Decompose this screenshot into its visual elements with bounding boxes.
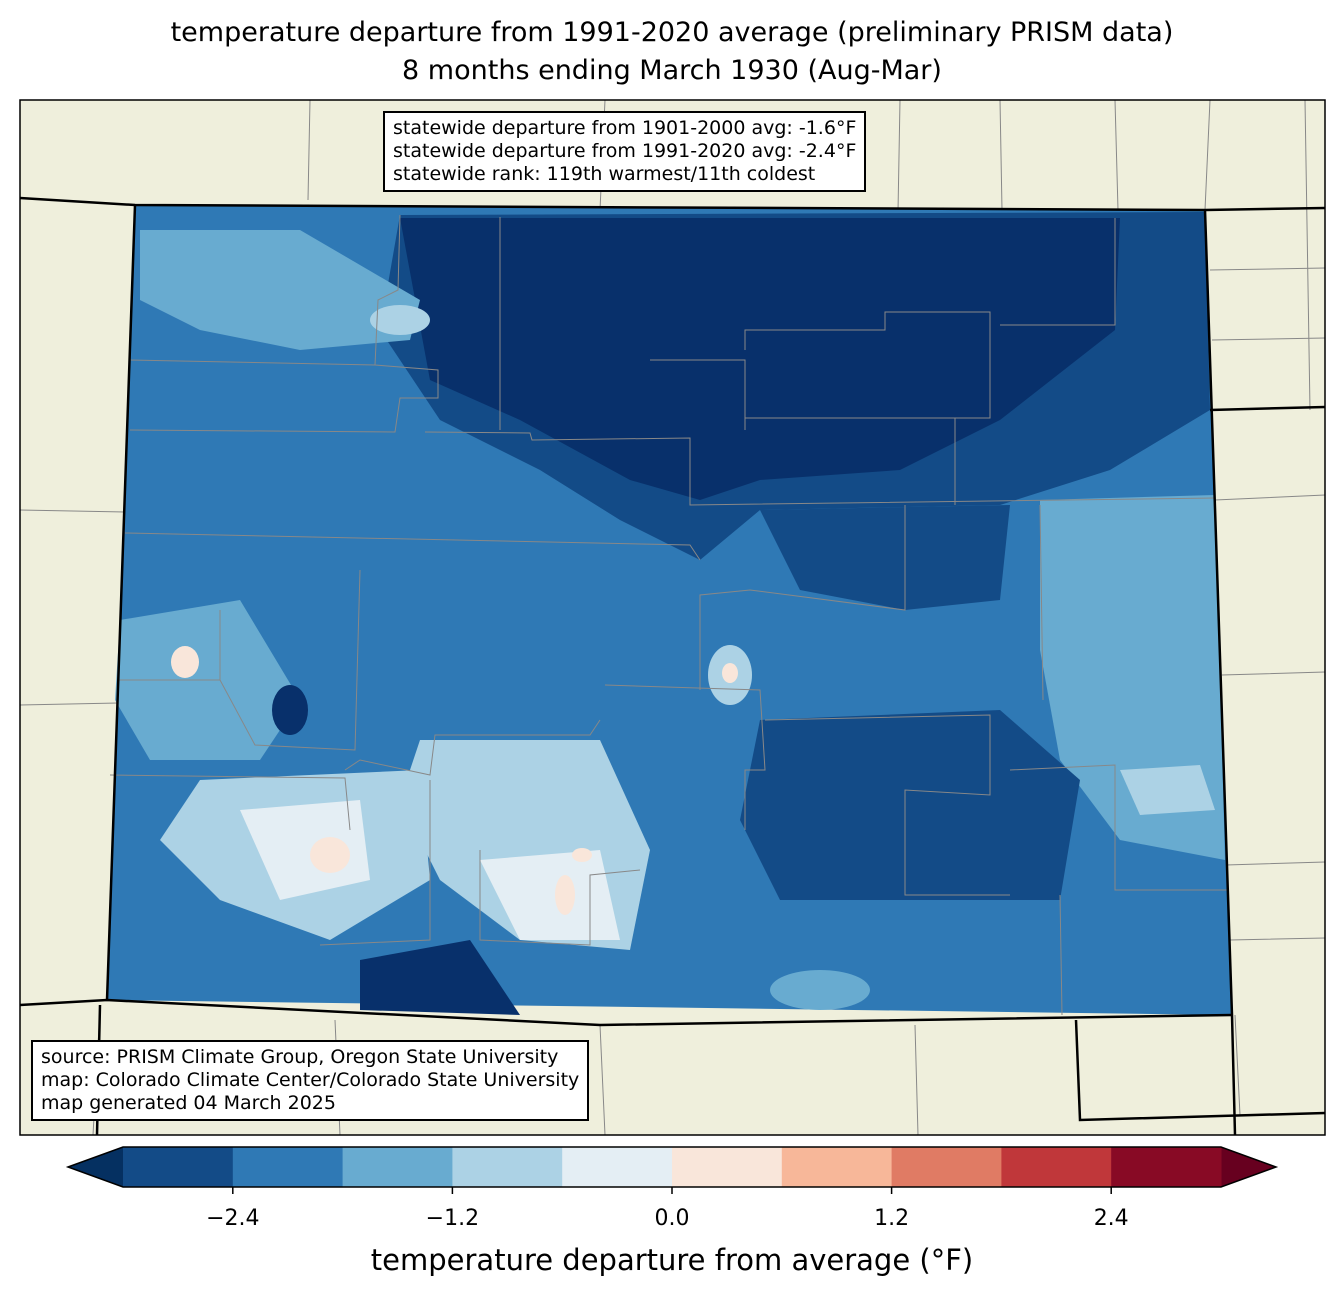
generated-date-line: map generated 04 March 2025 xyxy=(41,1092,336,1114)
colorbar-tick-label: −1.2 xyxy=(425,1206,480,1231)
map-subtitle: 8 months ending March 1930 (Aug-Mar) xyxy=(402,55,942,86)
stats-departure-1991-2020: statewide departure from 1991-2020 avg: … xyxy=(393,140,857,162)
county-lines xyxy=(109,214,1228,1016)
map-credit-line: map: Colorado Climate Center/Colorado St… xyxy=(41,1069,580,1091)
stats-rank: statewide rank: 119th warmest/11th colde… xyxy=(393,163,816,185)
source-box: source: PRISM Climate Group, Oregon Stat… xyxy=(31,1040,590,1121)
colorbar-label: temperature departure from average (°F) xyxy=(370,1243,974,1277)
colorbar-tick-label: −2.4 xyxy=(206,1206,260,1231)
colorbar-tick-label: 1.2 xyxy=(874,1206,910,1231)
map-title: temperature departure from 1991-2020 ave… xyxy=(170,17,1174,48)
map-frame xyxy=(19,99,1326,1136)
source-line: source: PRISM Climate Group, Oregon Stat… xyxy=(41,1046,559,1068)
stats-departure-1901-2000: statewide departure from 1901-2000 avg: … xyxy=(393,117,857,139)
colorbar-tick-label: 2.4 xyxy=(1093,1206,1129,1231)
temperature-contours xyxy=(115,212,1225,1015)
statewide-stats-box: statewide departure from 1901-2000 avg: … xyxy=(383,111,867,192)
colorbar-tick-label: 0.0 xyxy=(654,1206,690,1231)
